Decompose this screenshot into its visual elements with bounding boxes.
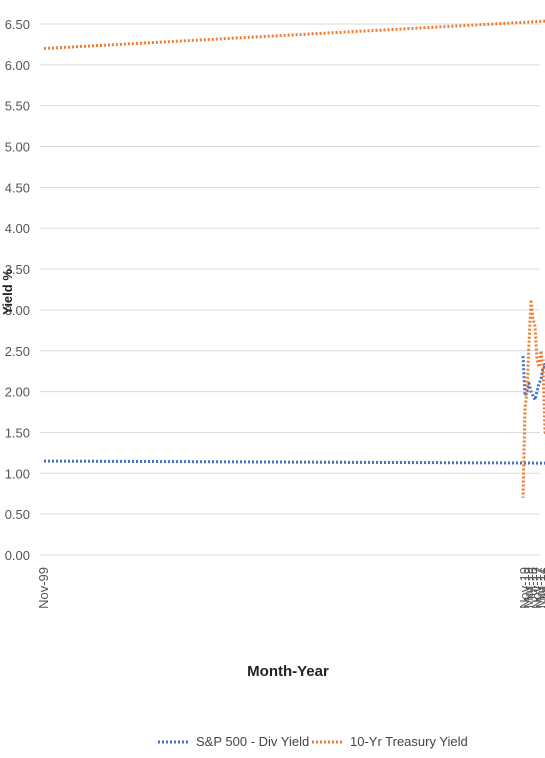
x-tick-label: Jul-18 <box>525 567 540 602</box>
y-tick-label: 2.00 <box>5 385 30 400</box>
x-tick-label: Jul-16 <box>537 567 545 602</box>
y-tick-label: 6.50 <box>5 17 30 32</box>
x-axis-title: Month-Year <box>247 663 329 680</box>
x-tick-label: Nov-19 <box>517 567 532 609</box>
y-tick-label: 2.50 <box>5 344 30 359</box>
x-tick-label: Nov-17 <box>529 567 544 609</box>
y-tick-label: 4.50 <box>5 180 30 195</box>
y-tick-label: 1.50 <box>5 425 30 440</box>
series-line-1 <box>43 354 545 465</box>
legend: S&P 500 - Div Yield 10-Yr Treasury Yield <box>158 734 468 749</box>
y-tick-label: 0.50 <box>5 507 30 522</box>
gridlines <box>40 23 540 556</box>
y-axis-title: Yield % <box>0 269 15 315</box>
x-tick-label: Mar-17 <box>533 567 545 608</box>
legend-label-1: S&P 500 - Div Yield <box>196 734 309 749</box>
x-axis-ticks: Nov-99Jul-00Mar-01Nov-01Jul-02Mar-03Nov-… <box>36 567 545 609</box>
y-tick-label: 5.00 <box>5 140 30 155</box>
y-axis-ticks: 0.00 0.50 1.00 1.50 2.00 2.50 3.00 3.50 4.00 4.50… <box>5 17 30 563</box>
series-layer <box>43 19 545 498</box>
x-tick-label: Nov-15 <box>541 567 545 609</box>
y-tick-label: 0.00 <box>5 548 30 563</box>
y-tick-label: 1.00 <box>5 466 30 481</box>
y-tick-label: 3.00 <box>5 303 30 318</box>
y-tick-label: 3.50 <box>5 262 30 277</box>
y-tick-label: 5.50 <box>5 99 30 114</box>
series-line-2 <box>43 19 545 498</box>
x-tick-label: Mar-19 <box>521 567 536 608</box>
y-tick-label: 6.00 <box>5 58 30 73</box>
x-tick-label: Nov-99 <box>36 567 51 609</box>
legend-label-2: 10-Yr Treasury Yield <box>350 734 468 749</box>
y-tick-label: 4.00 <box>5 221 30 236</box>
